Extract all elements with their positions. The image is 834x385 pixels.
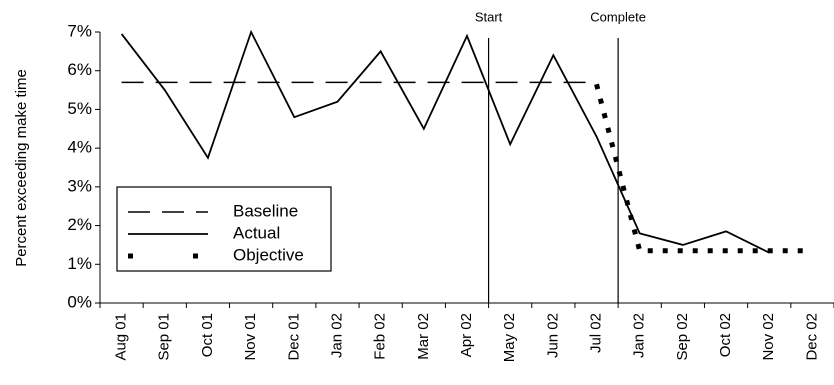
- x-tick-label: Aug 01: [113, 313, 130, 361]
- legend: Baseline Actual Objective: [116, 186, 332, 272]
- y-tick-label: 6%: [67, 60, 92, 79]
- x-tick-label: Sep 01: [156, 313, 173, 361]
- x-tick-label: Nov 01: [242, 313, 259, 361]
- y-tick-label: 2%: [67, 215, 92, 234]
- x-tick-label: Feb 02: [372, 313, 389, 360]
- x-tick-label: Apr 02: [458, 313, 475, 357]
- x-tick-label: Jul 02: [587, 313, 604, 353]
- x-tick-label: Jan 02: [631, 313, 648, 358]
- x-tick-label: Nov 02: [760, 313, 777, 361]
- y-tick-label: 5%: [67, 99, 92, 118]
- legend-box: [116, 186, 332, 272]
- series-line: [594, 83, 813, 254]
- y-axis-label: Percent exceeding make time: [13, 69, 30, 267]
- y-tick-label: 4%: [67, 138, 92, 157]
- y-tick-label: 7%: [67, 21, 92, 40]
- legend-label: Objective: [233, 245, 304, 264]
- x-tick-label: Oct 02: [717, 313, 734, 357]
- x-tick-label: Jan 02: [328, 313, 345, 358]
- annotation-label: Start: [475, 9, 503, 24]
- x-tick-label: Jun 02: [544, 313, 561, 358]
- annotation-label: Complete: [590, 9, 646, 24]
- y-tick-label: 1%: [67, 254, 92, 273]
- legend-label: Baseline: [233, 201, 298, 220]
- x-tick-label: Dec 02: [803, 313, 820, 361]
- x-tick-label: Oct 01: [199, 313, 216, 357]
- x-tick-label: Dec 01: [285, 313, 302, 361]
- y-tick-label: 0%: [67, 292, 92, 311]
- x-tick-label: Mar 02: [415, 313, 432, 360]
- x-tick-label: May 02: [501, 313, 518, 362]
- legend-label: Actual: [233, 223, 280, 242]
- y-tick-label: 3%: [67, 176, 92, 195]
- x-tick-label: Sep 02: [674, 313, 691, 361]
- series-line: [120, 29, 770, 254]
